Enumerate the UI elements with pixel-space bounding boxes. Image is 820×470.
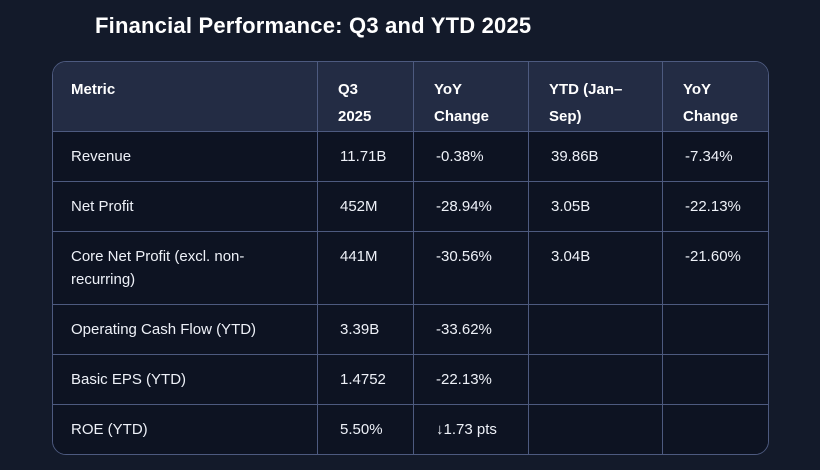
ytd-value-cell bbox=[528, 354, 662, 404]
metric-cell: Core Net Profit (excl. non-recurring) bbox=[53, 231, 317, 304]
page: { "page": { "title": "Financial Performa… bbox=[0, 12, 820, 470]
q3-yoy-cell: -33.62% bbox=[413, 304, 528, 354]
metric-cell: Basic EPS (YTD) bbox=[53, 354, 317, 404]
q3-value-cell: 11.71B bbox=[317, 131, 413, 181]
col-header-metric: Metric bbox=[53, 62, 317, 131]
table-row: ROE (YTD) 5.50% ↓1.73 pts bbox=[53, 404, 768, 454]
metric-cell: Operating Cash Flow (YTD) bbox=[53, 304, 317, 354]
ytd-yoy-cell bbox=[662, 404, 768, 454]
financial-table: Metric Q3 2025 YoY Change YTD (Jan–Sep) … bbox=[53, 62, 768, 454]
col-header-q3-2025: Q3 2025 bbox=[317, 62, 413, 131]
q3-yoy-cell: ↓1.73 pts bbox=[413, 404, 528, 454]
col-header-ytd-jan-sep: YTD (Jan–Sep) bbox=[528, 62, 662, 131]
table-row: Net Profit 452M -28.94% 3.05B -22.13% bbox=[53, 181, 768, 231]
q3-value-cell: 452M bbox=[317, 181, 413, 231]
ytd-value-cell bbox=[528, 404, 662, 454]
q3-yoy-cell: -0.38% bbox=[413, 131, 528, 181]
ytd-value-cell: 3.05B bbox=[528, 181, 662, 231]
financial-table-card: Metric Q3 2025 YoY Change YTD (Jan–Sep) … bbox=[52, 61, 769, 455]
ytd-value-cell: 3.04B bbox=[528, 231, 662, 304]
col-header-yoy-change-q3: YoY Change bbox=[413, 62, 528, 131]
metric-cell: ROE (YTD) bbox=[53, 404, 317, 454]
table-row: Operating Cash Flow (YTD) 3.39B -33.62% bbox=[53, 304, 768, 354]
table-row: Core Net Profit (excl. non-recurring) 44… bbox=[53, 231, 768, 304]
table-body: Revenue 11.71B -0.38% 39.86B -7.34% Net … bbox=[53, 131, 768, 454]
ytd-yoy-cell bbox=[662, 304, 768, 354]
metric-cell: Net Profit bbox=[53, 181, 317, 231]
ytd-yoy-cell: -22.13% bbox=[662, 181, 768, 231]
q3-yoy-cell: -28.94% bbox=[413, 181, 528, 231]
q3-value-cell: 441M bbox=[317, 231, 413, 304]
table-row: Basic EPS (YTD) 1.4752 -22.13% bbox=[53, 354, 768, 404]
table-row: Revenue 11.71B -0.38% 39.86B -7.34% bbox=[53, 131, 768, 181]
ytd-value-cell bbox=[528, 304, 662, 354]
metric-cell: Revenue bbox=[53, 131, 317, 181]
q3-value-cell: 1.4752 bbox=[317, 354, 413, 404]
table-header: Metric Q3 2025 YoY Change YTD (Jan–Sep) … bbox=[53, 62, 768, 131]
q3-value-cell: 5.50% bbox=[317, 404, 413, 454]
ytd-yoy-cell: -21.60% bbox=[662, 231, 768, 304]
q3-value-cell: 3.39B bbox=[317, 304, 413, 354]
q3-yoy-cell: -30.56% bbox=[413, 231, 528, 304]
ytd-value-cell: 39.86B bbox=[528, 131, 662, 181]
header-row: Metric Q3 2025 YoY Change YTD (Jan–Sep) … bbox=[53, 62, 768, 131]
ytd-yoy-cell: -7.34% bbox=[662, 131, 768, 181]
col-header-yoy-change-ytd: YoY Change bbox=[662, 62, 768, 131]
ytd-yoy-cell bbox=[662, 354, 768, 404]
page-title: Financial Performance: Q3 and YTD 2025 bbox=[95, 13, 532, 38]
q3-yoy-cell: -22.13% bbox=[413, 354, 528, 404]
